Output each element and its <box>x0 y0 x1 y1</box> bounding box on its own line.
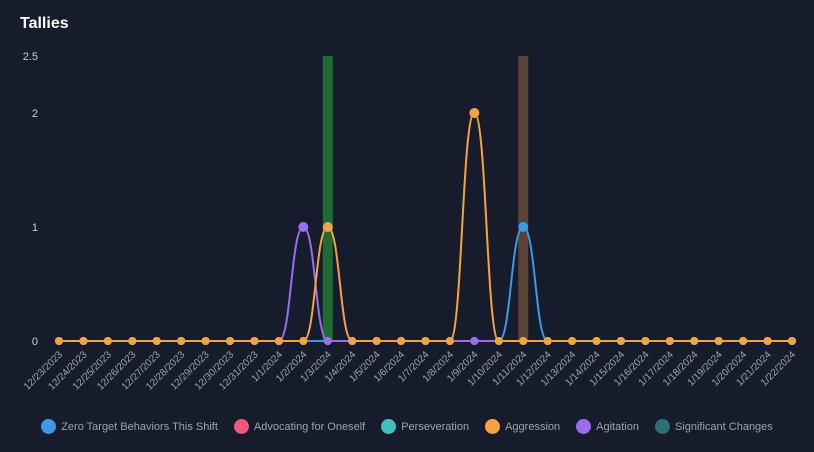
data-point-aggression <box>299 337 308 345</box>
legend-swatch <box>41 419 57 434</box>
data-point-aggression <box>103 337 112 345</box>
data-point-aggression <box>445 337 454 345</box>
data-point-agitation <box>298 222 309 232</box>
legend-swatch <box>485 419 501 434</box>
data-point-zero-target-behaviors-this-shift <box>518 222 529 232</box>
legend-swatch <box>381 419 397 434</box>
legend-label: Agitation <box>596 420 639 433</box>
series-line-agitation <box>58 225 792 342</box>
data-point-aggression <box>690 337 699 345</box>
legend-label: Perseveration <box>401 420 470 433</box>
legend-item[interactable]: Significant Changes <box>654 419 773 434</box>
data-point-aggression <box>226 337 235 345</box>
legend-label: Zero Target Behaviors This Shift <box>61 420 218 433</box>
y-tick-label: 1 <box>32 222 38 234</box>
y-tick-label: 2 <box>32 108 38 120</box>
data-point-aggression <box>128 337 137 345</box>
data-point-aggression <box>714 337 723 345</box>
data-point-aggression <box>322 222 333 232</box>
data-point-aggression <box>469 108 480 118</box>
data-point-aggression <box>397 337 406 345</box>
data-point-aggression <box>592 337 601 345</box>
data-point-aggression <box>152 337 161 345</box>
data-point-aggression <box>788 337 796 345</box>
bar-significant-changes <box>518 56 529 341</box>
data-point-aggression <box>250 337 259 345</box>
series-line-zero-target-behaviors-this-shift <box>58 225 792 342</box>
legend-label: Advocating for Oneself <box>253 420 366 433</box>
data-point-aggression <box>421 337 430 345</box>
data-point-aggression <box>201 337 210 345</box>
legend-item[interactable]: Agitation <box>576 419 639 434</box>
chart-title: Tallies <box>20 15 69 32</box>
data-point-aggression <box>641 337 650 345</box>
data-point-aggression <box>543 337 552 345</box>
legend-item[interactable]: Perseveration <box>381 419 469 434</box>
bar-perseveration <box>322 56 333 341</box>
data-point-aggression <box>519 337 528 345</box>
series-line-aggression <box>58 111 792 342</box>
data-point-aggression <box>739 337 748 345</box>
legend-label: Aggression <box>505 420 561 433</box>
data-point-aggression <box>79 337 88 345</box>
data-point-agitation <box>470 337 479 345</box>
legend-swatch <box>576 419 592 434</box>
data-point-aggression <box>665 337 674 345</box>
legend-item[interactable]: Advocating for Oneself <box>233 419 366 434</box>
data-point-aggression <box>177 337 186 345</box>
legend-swatch <box>654 419 670 434</box>
data-point-agitation <box>323 337 332 345</box>
data-point-aggression <box>568 337 577 345</box>
legend-label: Significant Changes <box>674 420 773 433</box>
data-point-aggression <box>274 337 283 345</box>
y-tick-label: 2.5 <box>23 51 38 63</box>
data-point-aggression <box>494 337 503 345</box>
y-tick-label: 0 <box>32 336 38 348</box>
data-point-aggression <box>372 337 381 345</box>
legend-item[interactable]: Aggression <box>485 419 560 434</box>
data-point-aggression <box>763 337 772 345</box>
legend-item[interactable]: Zero Target Behaviors This Shift <box>41 419 218 434</box>
data-point-aggression <box>55 337 63 345</box>
chart-legend: Zero Target Behaviors This Shift Advocati… <box>0 419 814 434</box>
data-point-aggression <box>348 337 357 345</box>
legend-swatch <box>233 419 249 434</box>
data-point-aggression <box>616 337 625 345</box>
